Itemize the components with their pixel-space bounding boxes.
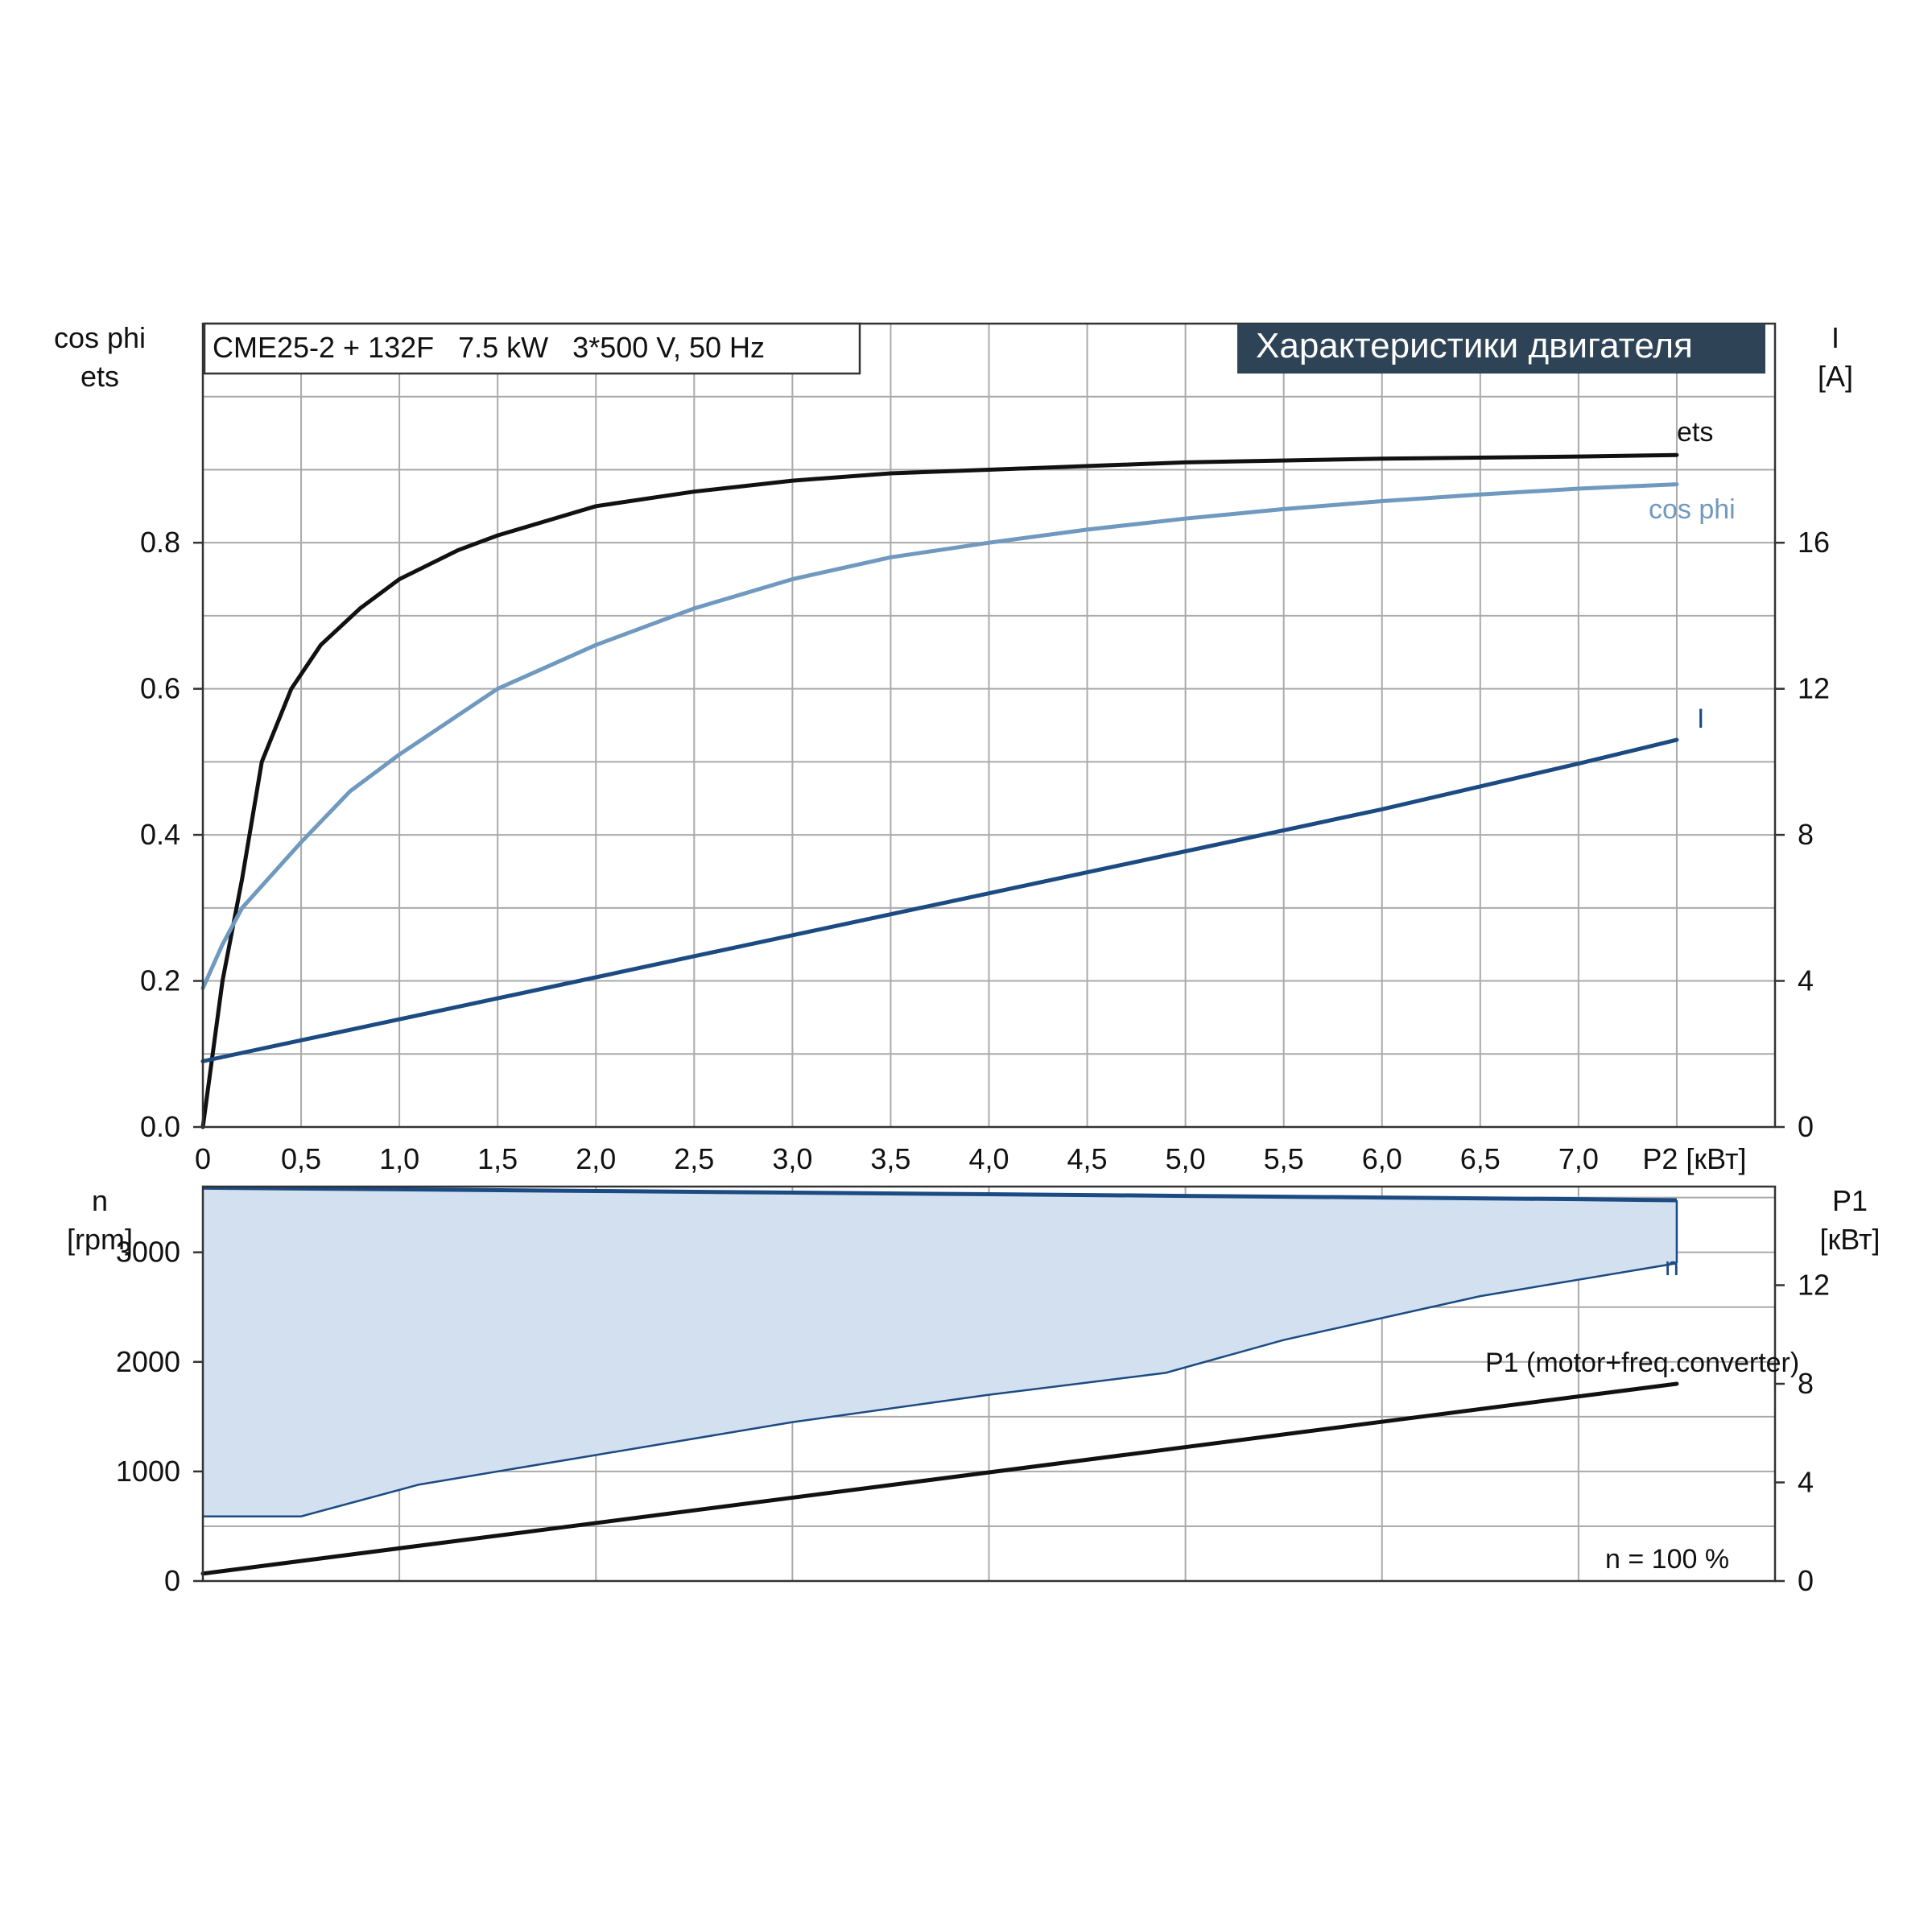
p1-axis-tick-label: 4: [1798, 1466, 1814, 1499]
top-series: [200, 452, 1679, 1129]
series-line-i: [200, 737, 1679, 1063]
y-left-tick-label: 0.8: [140, 526, 180, 559]
x-tick-label: 1,0: [379, 1142, 419, 1175]
n-axis-tick-label: 1000: [116, 1455, 180, 1488]
p1-axis-tick-label: 8: [1798, 1367, 1814, 1400]
bottom-series: [200, 1381, 1679, 1576]
x-tick-label: 7,0: [1558, 1142, 1599, 1175]
annotation-n-100: n = 100 %: [1605, 1544, 1729, 1575]
series-label-p1: P1 (motor+freq.converter): [1485, 1348, 1799, 1378]
p1-axis-title: [кВт]: [1819, 1223, 1880, 1256]
bottom-plot-frame: [201, 1185, 1777, 1583]
speed-band: [202, 1185, 1678, 1517]
x-tick-label: 0,5: [281, 1142, 321, 1175]
y-left-axis-title: cos phi: [54, 321, 146, 354]
speed-band-lower: [203, 1262, 1678, 1517]
top-grid: [203, 323, 1775, 1127]
x-tick-label: 4,5: [1067, 1142, 1108, 1175]
y-right-axis-title: I: [1831, 321, 1839, 354]
series-line-cos-phi: [200, 482, 1679, 991]
title-banner: [1237, 324, 1765, 374]
x-tick-label: 5,5: [1264, 1142, 1304, 1175]
n-axis-title: n: [92, 1184, 108, 1217]
x-tick-label: 6,5: [1460, 1142, 1501, 1175]
y-right-tick-label: 12: [1798, 672, 1830, 705]
chart-title: Характеристики двигателя: [1256, 326, 1693, 365]
speed-band-area: [203, 1187, 1677, 1517]
series-label-cos-phi: cos phi: [1649, 494, 1736, 525]
y-right-tick-label: 16: [1798, 526, 1830, 559]
n-axis-tick-label: 3000: [116, 1236, 180, 1269]
series-line-p1: [200, 1381, 1679, 1576]
y-left-tick-label: 0.2: [140, 964, 180, 997]
y-right-tick-label: 4: [1798, 964, 1814, 997]
tick-labels: 0 0,5 1,0 1,5 2,0 2,5 3,0 3,5 4,0 4,5 5,0 5,5 6,0 6,5…: [116, 526, 1830, 1597]
axis-labels: P2 [кВт] cos phi ets I [A] n [rpm] P1 [кВт]: [54, 321, 1880, 1256]
p1-axis-tick-label: 0: [1798, 1564, 1814, 1597]
x-tick-label: 2,5: [674, 1142, 714, 1175]
top-plot-frame: [201, 322, 1777, 1129]
y-right-axis-title: [A]: [1818, 360, 1853, 393]
y-left-axis-title: ets: [80, 360, 119, 393]
x-tick-label: 3,5: [870, 1142, 910, 1175]
series-label-i: I: [1697, 704, 1704, 734]
y-left-tick-label: 0.6: [140, 672, 180, 705]
x-tick-label: 3,0: [772, 1142, 812, 1175]
model-info: CME25-2 + 132F 7.5 kW 3*500 V, 50 Hz: [213, 331, 765, 364]
series-label-n: n: [1665, 1252, 1679, 1281]
speed-band-upper: [202, 1185, 1677, 1203]
x-tick-label: 5,0: [1166, 1142, 1206, 1175]
x-tick-label: 6,0: [1362, 1142, 1402, 1175]
n-axis-tick-label: 2000: [116, 1345, 180, 1378]
series-label-ets: ets: [1677, 417, 1713, 448]
y-right-tick-label: 8: [1798, 818, 1814, 851]
x-tick-label: 0: [195, 1142, 211, 1175]
n-axis-tick-label: 0: [164, 1564, 180, 1597]
n-axis-title: [rpm]: [67, 1223, 133, 1256]
x-axis-label: P2 [кВт]: [1642, 1142, 1746, 1175]
series-line-ets: [200, 452, 1679, 1129]
y-right-tick-label: 0: [1798, 1110, 1814, 1143]
p1-axis-tick-label: 12: [1798, 1269, 1830, 1302]
x-tick-label: 2,0: [576, 1142, 616, 1175]
p1-axis-title: P1: [1832, 1184, 1868, 1217]
x-tick-label: 1,5: [477, 1142, 518, 1175]
model-box: [203, 322, 861, 375]
y-left-tick-label: 0.0: [140, 1110, 180, 1143]
x-tick-label: 4,0: [968, 1142, 1009, 1175]
y-left-tick-label: 0.4: [140, 818, 180, 851]
